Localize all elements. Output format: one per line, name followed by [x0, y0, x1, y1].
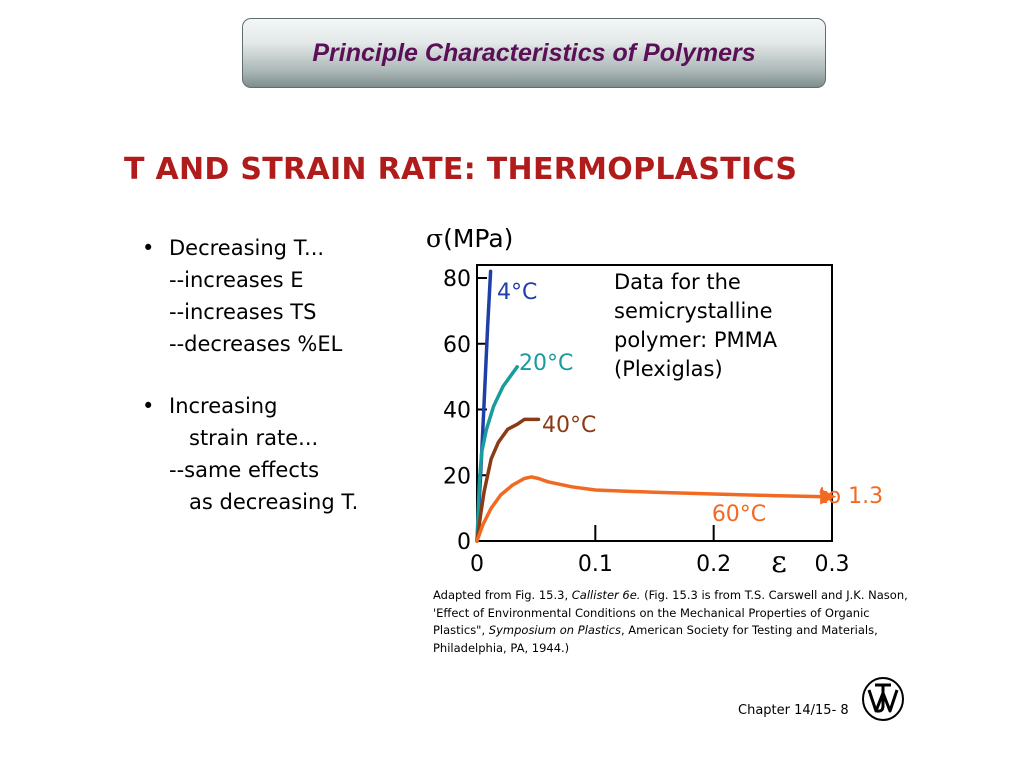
bullet-marker: • — [142, 394, 155, 418]
bullet-subitem: --increases TS — [169, 300, 317, 324]
chart-note-line: (Plexiglas) — [614, 357, 723, 381]
chart-note-line: polymer: PMMA — [614, 328, 778, 352]
caption-text: , American Society for Testing and Mater… — [433, 623, 878, 655]
bullet-title: Increasing — [169, 394, 278, 418]
x-tick-label: 0 — [470, 552, 484, 577]
series-label: 20°C — [519, 351, 573, 376]
bullet-title: Decreasing T... — [169, 236, 325, 260]
y-axis-label: σ(MPa) — [426, 224, 513, 253]
header-title: Principle Characteristics of Polymers — [312, 38, 756, 67]
series-line — [475, 417, 541, 543]
y-axis-symbol: σ — [426, 224, 443, 253]
series-label: 4°C — [497, 280, 537, 305]
plot-frame — [476, 264, 833, 542]
bullet-subitem: --increases E — [169, 268, 304, 292]
y-tick-label: 60 — [443, 333, 471, 358]
x-axis-label: ε — [771, 545, 787, 580]
bullet-subitem-continuation: as decreasing T. — [189, 490, 359, 514]
x-tick-label: 0.1 — [578, 552, 613, 577]
x-tick-label: 0.3 — [815, 552, 850, 577]
y-tick-label: 80 — [443, 267, 471, 292]
series-line — [475, 475, 822, 543]
y-tick-label: 20 — [443, 464, 471, 489]
caption-text: Adapted from Fig. 15.3, — [433, 588, 572, 602]
caption-book-title: Callister 6e. — [571, 588, 641, 602]
bullet-continuation: strain rate... — [189, 426, 319, 450]
series-label: 60°C — [712, 502, 766, 527]
series-label: 40°C — [542, 413, 596, 438]
bullet-subitem: --decreases %EL — [169, 332, 343, 356]
header-banner: Principle Characteristics of Polymers — [242, 18, 826, 88]
series-end-label: to 1.3 — [819, 484, 883, 509]
x-tick-label: 0.2 — [696, 552, 731, 577]
y-tick-label: 0 — [457, 530, 471, 555]
chart-note-line: Data for the — [614, 270, 741, 294]
y-axis-unit: (MPa) — [443, 224, 513, 253]
chart-note-line: semicrystalline — [614, 299, 773, 323]
publisher-logo-icon — [862, 677, 904, 721]
bullet-subitem: --same effects — [169, 458, 320, 482]
slide-heading: T AND STRAIN RATE: THERMOPLASTICS — [124, 152, 798, 187]
figure-caption: Adapted from Fig. 15.3, Callister 6e. (F… — [433, 587, 913, 657]
series-arrowhead — [820, 488, 837, 505]
bullet-item: • Increasing — [142, 390, 422, 422]
series-line — [475, 365, 519, 543]
caption-text: (Fig. 15.3 is from T.S. Carswell and J.K… — [433, 588, 908, 637]
caption-symposium-title: Symposium on Plastics — [488, 623, 621, 637]
chapter-label: Chapter 14/15- 8 — [738, 703, 849, 718]
bullet-item: • Decreasing T... — [142, 232, 422, 264]
bullet-list: • Decreasing T... --increases E --increa… — [142, 232, 422, 518]
y-tick-label: 40 — [443, 399, 471, 424]
bullet-marker: • — [142, 236, 155, 260]
